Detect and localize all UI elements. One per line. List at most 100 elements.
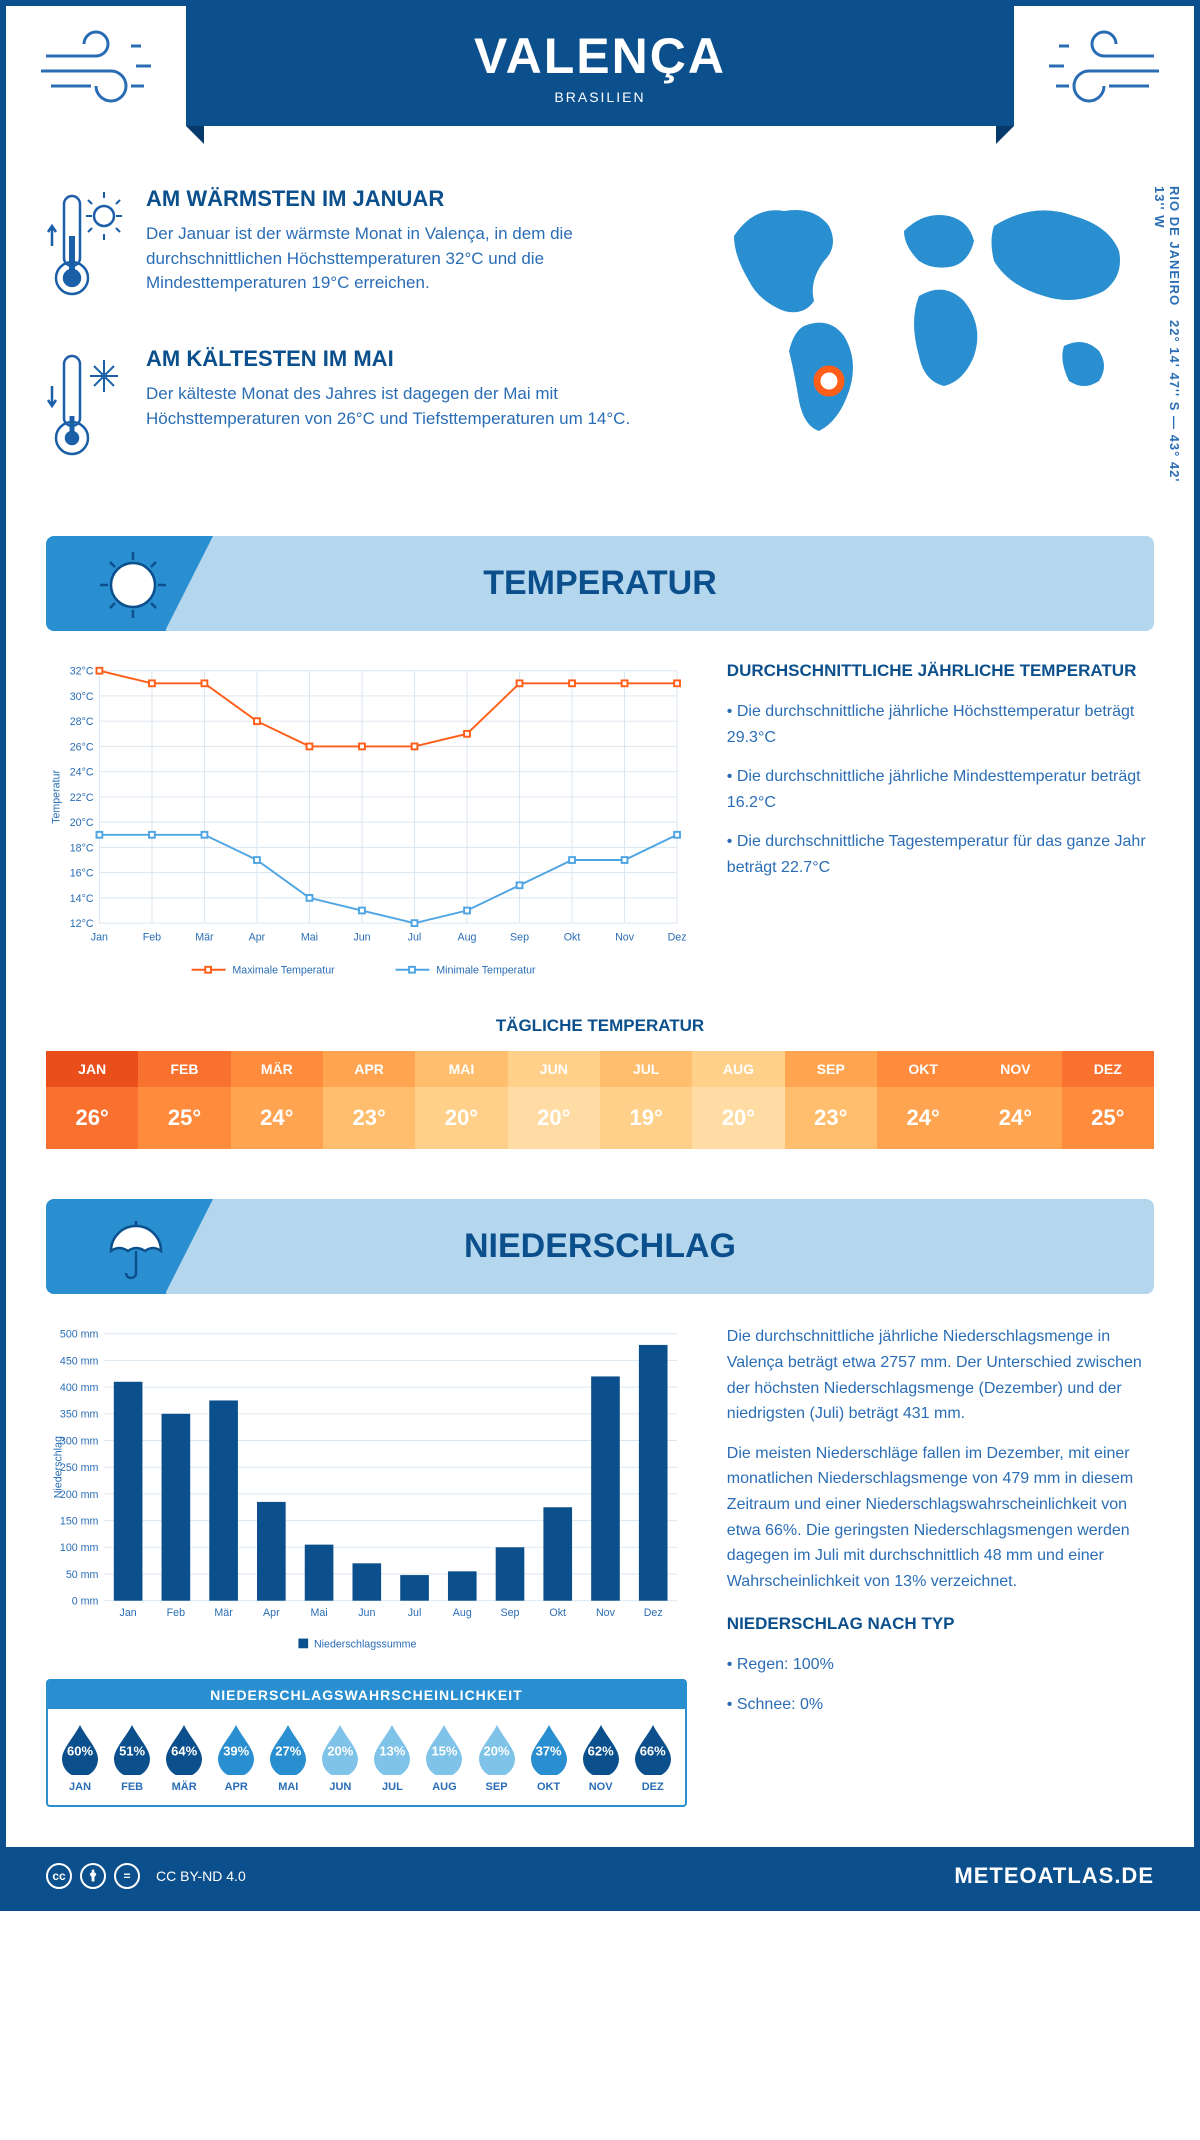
probability-cell: 60%JAN bbox=[56, 1721, 104, 1793]
warmest-text: Der Januar ist der wärmste Monat in Vale… bbox=[146, 222, 664, 296]
license-text: CC BY-ND 4.0 bbox=[156, 1868, 246, 1884]
svg-text:Sep: Sep bbox=[510, 932, 529, 944]
daily-temp-cell: OKT24° bbox=[877, 1051, 969, 1149]
cc-icon: cc bbox=[46, 1863, 72, 1889]
precip-para: Die meisten Niederschläge fallen im Deze… bbox=[727, 1441, 1154, 1595]
svg-text:Okt: Okt bbox=[564, 932, 581, 944]
raindrop-icon: 20% bbox=[318, 1721, 362, 1775]
svg-text:Jul: Jul bbox=[408, 932, 422, 944]
svg-text:24°C: 24°C bbox=[70, 767, 94, 779]
raindrop-icon: 15% bbox=[422, 1721, 466, 1775]
coldest-text: Der kälteste Monat des Jahres ist dagege… bbox=[146, 382, 664, 431]
raindrop-icon: 39% bbox=[214, 1721, 258, 1775]
precipitation-section-header: NIEDERSCHLAG bbox=[46, 1199, 1154, 1294]
svg-text:Feb: Feb bbox=[167, 1608, 185, 1620]
svg-text:28°C: 28°C bbox=[70, 716, 94, 728]
svg-text:250 mm: 250 mm bbox=[60, 1462, 99, 1474]
svg-text:Dez: Dez bbox=[644, 1608, 663, 1620]
svg-text:400 mm: 400 mm bbox=[60, 1382, 99, 1394]
temperature-title: TEMPERATUR bbox=[483, 564, 717, 603]
svg-text:20°C: 20°C bbox=[70, 817, 94, 829]
precip-type-title: NIEDERSCHLAG NACH TYP bbox=[727, 1614, 1154, 1634]
daily-temp-cell: NOV24° bbox=[969, 1051, 1061, 1149]
svg-text:12°C: 12°C bbox=[70, 918, 94, 930]
coldest-title: AM KÄLTESTEN IM MAI bbox=[146, 346, 664, 372]
svg-text:Nov: Nov bbox=[615, 932, 635, 944]
probability-cell: 39%APR bbox=[212, 1721, 260, 1793]
svg-text:Jun: Jun bbox=[358, 1608, 375, 1620]
raindrop-icon: 13% bbox=[370, 1721, 414, 1775]
svg-text:Apr: Apr bbox=[249, 932, 266, 944]
summary-bullet: • Die durchschnittliche jährliche Mindes… bbox=[727, 764, 1154, 815]
svg-text:Maximale Temperatur: Maximale Temperatur bbox=[232, 965, 335, 977]
raindrop-icon: 27% bbox=[266, 1721, 310, 1775]
raindrop-icon: 60% bbox=[58, 1721, 102, 1775]
warmest-block: AM WÄRMSTEN IM JANUAR Der Januar ist der… bbox=[46, 186, 664, 311]
precip-para: Die durchschnittliche jährliche Niedersc… bbox=[727, 1324, 1154, 1426]
probability-cell: 20%SEP bbox=[473, 1721, 521, 1793]
svg-text:Jun: Jun bbox=[353, 932, 370, 944]
svg-text:50 mm: 50 mm bbox=[66, 1569, 99, 1581]
svg-text:Minimale Temperatur: Minimale Temperatur bbox=[436, 965, 536, 977]
probability-cell: 15%AUG bbox=[420, 1721, 468, 1793]
svg-text:Mär: Mär bbox=[214, 1608, 233, 1620]
probability-cell: 37%OKT bbox=[525, 1721, 573, 1793]
svg-text:Aug: Aug bbox=[458, 932, 477, 944]
precip-type-line: • Regen: 100% bbox=[727, 1652, 1154, 1678]
raindrop-icon: 20% bbox=[475, 1721, 519, 1775]
world-map-icon bbox=[694, 186, 1154, 446]
umbrella-icon bbox=[96, 1211, 171, 1291]
probability-title: NIEDERSCHLAGSWAHRSCHEINLICHKEIT bbox=[48, 1681, 685, 1709]
daily-temp-cell: AUG20° bbox=[692, 1051, 784, 1149]
probability-cell: 13%JUL bbox=[368, 1721, 416, 1793]
nd-icon: = bbox=[114, 1863, 140, 1889]
svg-text:350 mm: 350 mm bbox=[60, 1409, 99, 1421]
svg-text:Mai: Mai bbox=[310, 1608, 327, 1620]
daily-temp-cell: JUN20° bbox=[508, 1051, 600, 1149]
daily-temp-title: TÄGLICHE TEMPERATUR bbox=[46, 1016, 1154, 1036]
svg-text:Nov: Nov bbox=[596, 1608, 616, 1620]
svg-text:30°C: 30°C bbox=[70, 691, 94, 703]
precipitation-chart: 0 mm50 mm100 mm150 mm200 mm250 mm300 mm3… bbox=[46, 1324, 687, 1654]
warmest-title: AM WÄRMSTEN IM JANUAR bbox=[146, 186, 664, 212]
precip-type-line: • Schnee: 0% bbox=[727, 1692, 1154, 1718]
svg-text:Temperatur: Temperatur bbox=[51, 770, 63, 824]
svg-text:Aug: Aug bbox=[453, 1608, 472, 1620]
temperature-summary: DURCHSCHNITTLICHE JÄHRLICHE TEMPERATUR •… bbox=[727, 661, 1154, 986]
svg-text:Niederschlag: Niederschlag bbox=[53, 1436, 65, 1498]
wind-icon bbox=[36, 26, 166, 121]
daily-temp-table: JAN26°FEB25°MÄR24°APR23°MAI20°JUN20°JUL1… bbox=[46, 1051, 1154, 1149]
daily-temp-cell: MÄR24° bbox=[231, 1051, 323, 1149]
raindrop-icon: 66% bbox=[631, 1721, 675, 1775]
svg-text:22°C: 22°C bbox=[70, 792, 94, 804]
svg-text:Sep: Sep bbox=[501, 1608, 520, 1620]
probability-cell: 66%DEZ bbox=[629, 1721, 677, 1793]
svg-text:16°C: 16°C bbox=[70, 868, 94, 880]
svg-text:150 mm: 150 mm bbox=[60, 1516, 99, 1528]
precipitation-summary: Die durchschnittliche jährliche Niedersc… bbox=[727, 1324, 1154, 1807]
svg-text:Apr: Apr bbox=[263, 1608, 280, 1620]
sun-icon bbox=[96, 548, 171, 628]
page-subtitle: BRASILIEN bbox=[554, 89, 645, 105]
svg-text:18°C: 18°C bbox=[70, 842, 94, 854]
daily-temp-cell: DEZ25° bbox=[1062, 1051, 1154, 1149]
daily-temp-cell: SEP23° bbox=[785, 1051, 877, 1149]
svg-text:200 mm: 200 mm bbox=[60, 1489, 99, 1501]
daily-temp-cell: JAN26° bbox=[46, 1051, 138, 1149]
precipitation-title: NIEDERSCHLAG bbox=[464, 1227, 736, 1266]
by-icon: 🛉 bbox=[80, 1863, 106, 1889]
coldest-block: AM KÄLTESTEN IM MAI Der kälteste Monat d… bbox=[46, 346, 664, 471]
probability-cell: 20%JUN bbox=[316, 1721, 364, 1793]
precipitation-probability-panel: NIEDERSCHLAGSWAHRSCHEINLICHKEIT 60%JAN51… bbox=[46, 1679, 687, 1807]
raindrop-icon: 37% bbox=[527, 1721, 571, 1775]
daily-temp-cell: APR23° bbox=[323, 1051, 415, 1149]
daily-temp-cell: JUL19° bbox=[600, 1051, 692, 1149]
svg-text:14°C: 14°C bbox=[70, 893, 94, 905]
daily-temp-cell: MAI20° bbox=[415, 1051, 507, 1149]
svg-text:500 mm: 500 mm bbox=[60, 1329, 99, 1341]
license-block: cc 🛉 = CC BY-ND 4.0 bbox=[46, 1863, 246, 1889]
raindrop-icon: 51% bbox=[110, 1721, 154, 1775]
probability-cell: 51%FEB bbox=[108, 1721, 156, 1793]
intro-row: AM WÄRMSTEN IM JANUAR Der Januar ist der… bbox=[46, 186, 1154, 506]
summary-bullet: • Die durchschnittliche Tagestemperatur … bbox=[727, 829, 1154, 880]
